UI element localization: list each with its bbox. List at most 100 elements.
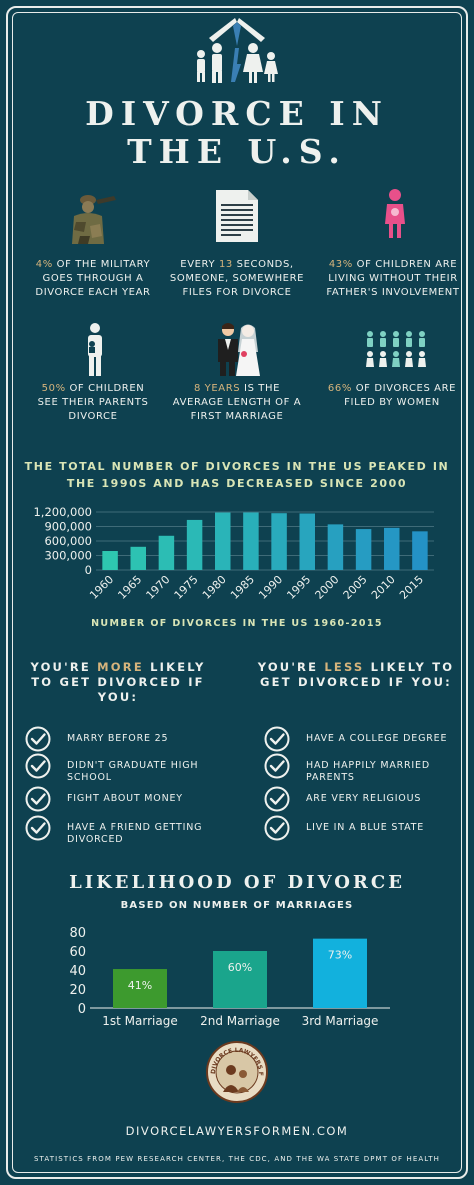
chart1-x-tick-label: 2000	[313, 573, 342, 602]
chart1-bar	[412, 531, 428, 570]
checklist-item: HAVE A COLLEGE DEGREE	[306, 733, 448, 744]
chart1-y-tick-label: 900,000	[44, 520, 92, 534]
chart1-bar	[215, 512, 231, 570]
chart1-x-tick-label: 1965	[115, 573, 144, 602]
stat-seconds-text: SECONDS, SOMEONE, SOMEWHERE FILES FOR DI…	[169, 259, 305, 298]
chart1-bar	[102, 551, 118, 570]
chart1-x-tick-label: 1985	[228, 573, 257, 602]
chart1-bar	[327, 524, 344, 570]
less-likely-heading-highlight: LESS	[324, 660, 365, 674]
stat-marriage-length-text: IS THE AVERAGE LENGTH OF A FIRST MARRIAG…	[172, 383, 302, 422]
chart1-bar	[130, 546, 146, 570]
stat-filed-by-women: 66% OF DIVORCES ARE FILED BY WOMEN	[322, 382, 462, 410]
stat-children-father-text: OF CHILDREN ARE LIVING WITHOUT THEIR FAT…	[326, 259, 460, 298]
chart2-y-tick-label: 40	[69, 964, 86, 979]
chart1-bar	[158, 535, 175, 570]
checklist-item: LIVE IN A BLUE STATE	[306, 822, 425, 833]
check-circle-icon	[25, 726, 51, 752]
source-note: STATISTICS FROM PEW RESEARCH CENTER, THE…	[33, 1155, 441, 1163]
stat-filed-by-women-text: OF DIVORCES ARE FILED BY WOMEN	[344, 383, 457, 408]
chart1-bar	[243, 512, 259, 570]
chart1-bar	[299, 513, 315, 570]
less-likely-heading: YOU'RE LESS LIKELY TO GET DIVORCED IF YO…	[256, 660, 456, 690]
page-title-line1: DIVORCE IN	[85, 94, 389, 133]
document-icon	[216, 190, 258, 242]
more-likely-heading-highlight: MORE	[97, 660, 144, 674]
chart2-y-tick-label: 0	[78, 1002, 86, 1017]
stat-marriage-length: 8 YEARS IS THE AVERAGE LENGTH OF A FIRST…	[172, 382, 302, 424]
chart1-x-tick-label: 1995	[284, 573, 313, 602]
check-circle-icon	[264, 753, 290, 779]
likelihood-title: LIKELIHOOD OF DIVORCE	[69, 872, 405, 893]
stat-children-divorce-text: OF CHILDREN SEE THEIR PARENTS DIVORCE	[37, 383, 149, 422]
stat-children-divorce-highlight: 50%	[41, 383, 66, 394]
inner-border	[12, 12, 462, 1173]
chart1-x-tick-label: 1975	[172, 573, 201, 602]
chart1-bar	[355, 529, 372, 570]
people-group-icon	[366, 331, 426, 367]
check-circle-icon	[25, 753, 51, 779]
soldier-icon	[72, 195, 116, 244]
chart1-x-tick-label: 2010	[369, 573, 398, 602]
chart2-data-label: 41%	[128, 979, 152, 992]
check-circle-icon	[264, 815, 290, 841]
stat-military-highlight: 4%	[35, 259, 53, 270]
father-child-icon	[88, 323, 102, 376]
stat-marriage-length-highlight: 8 YEARS	[193, 383, 241, 394]
girl-icon	[385, 189, 405, 238]
stat-military: 4% OF THE MILITARY GOES THROUGH A DIVORC…	[23, 258, 163, 300]
chart2-category-label: 2nd Marriage	[200, 1014, 280, 1028]
chart1-bar	[186, 519, 203, 570]
more-likely-heading-post: LIKELY TO GET DIVORCED IF YOU:	[31, 660, 206, 704]
chart2-category-label: 1st Marriage	[102, 1014, 177, 1028]
checklist-item: DIDN'T GRADUATE HIGH SCHOOL	[67, 760, 199, 783]
divorce-chart-caption: NUMBER OF DIVORCES IN THE US 1960-2015	[91, 618, 383, 629]
chart2-data-label: 73%	[328, 949, 352, 962]
check-circle-icon	[25, 815, 51, 841]
check-circle-icon	[25, 786, 51, 812]
stat-children-divorce: 50% OF CHILDREN SEE THEIR PARENTS DIVORC…	[36, 382, 150, 424]
stat-seconds-pre: EVERY	[180, 259, 219, 270]
chart1-x-tick-label: 1990	[256, 573, 285, 602]
chart1-y-tick-label: 300,000	[44, 549, 92, 563]
divorce-chart-headline: THE TOTAL NUMBER OF DIVORCES IN THE US P…	[24, 460, 450, 490]
stat-seconds: EVERY 13 SECONDS, SOMEONE, SOMEWHERE FIL…	[167, 258, 307, 300]
checklist-item: ARE VERY RELIGIOUS	[306, 793, 422, 804]
chart2-category-label: 3rd Marriage	[302, 1014, 379, 1028]
chart2-y-tick-label: 80	[69, 926, 86, 941]
stat-filed-by-women-highlight: 66%	[327, 383, 352, 394]
outer-border	[6, 6, 468, 1179]
chart1-bar	[384, 527, 400, 570]
family-roof-icon	[197, 18, 278, 83]
stat-children-father: 43% OF CHILDREN ARE LIVING WITHOUT THEIR…	[322, 258, 464, 300]
checklist-item: MARRY BEFORE 25	[67, 733, 169, 744]
chart1-y-tick-label: 600,000	[44, 534, 92, 548]
chart2-bar	[113, 969, 167, 1008]
check-circle-icon	[264, 726, 290, 752]
check-circle-icon	[264, 786, 290, 812]
checklist-item: FIGHT ABOUT MONEY	[67, 793, 183, 804]
chart1-y-tick-label: 0	[85, 563, 92, 577]
less-likely-heading-pre: YOU'RE	[257, 660, 325, 674]
chart2-bar	[213, 951, 267, 1008]
checklist-item: HAD HAPPILY MARRIED PARENTS	[306, 760, 430, 783]
less-likely-heading-post: LIKELY TO GET DIVORCED IF YOU:	[260, 660, 455, 689]
chart1-x-tick-label: 1970	[144, 573, 173, 602]
page-title-line2: THE U.S.	[127, 132, 347, 171]
stat-children-father-highlight: 43%	[328, 259, 353, 270]
chart1-x-tick-label: 1960	[87, 573, 116, 602]
checklist-item: HAVE A FRIEND GETTING DIVORCED	[67, 822, 203, 845]
chart2-y-tick-label: 60	[69, 945, 86, 960]
chart2-y-tick-label: 20	[69, 983, 86, 998]
chart1-x-tick-label: 2005	[341, 573, 370, 602]
more-likely-heading-pre: YOU'RE	[30, 660, 98, 674]
divorce-lawyers-for-men-logo: DIVORCE LAWYERS FOR MEN	[205, 1040, 268, 1103]
chart1-x-tick-label: 2015	[397, 573, 426, 602]
website-url[interactable]: DIVORCELAWYERSFORMEN.COM	[125, 1124, 349, 1138]
chart1-y-tick-label: 1,200,000	[33, 505, 92, 519]
chart1-x-tick-label: 1980	[200, 573, 229, 602]
bride-groom-icon	[218, 323, 260, 376]
more-likely-heading: YOU'RE MORE LIKELY TO GET DIVORCED IF YO…	[18, 660, 218, 705]
